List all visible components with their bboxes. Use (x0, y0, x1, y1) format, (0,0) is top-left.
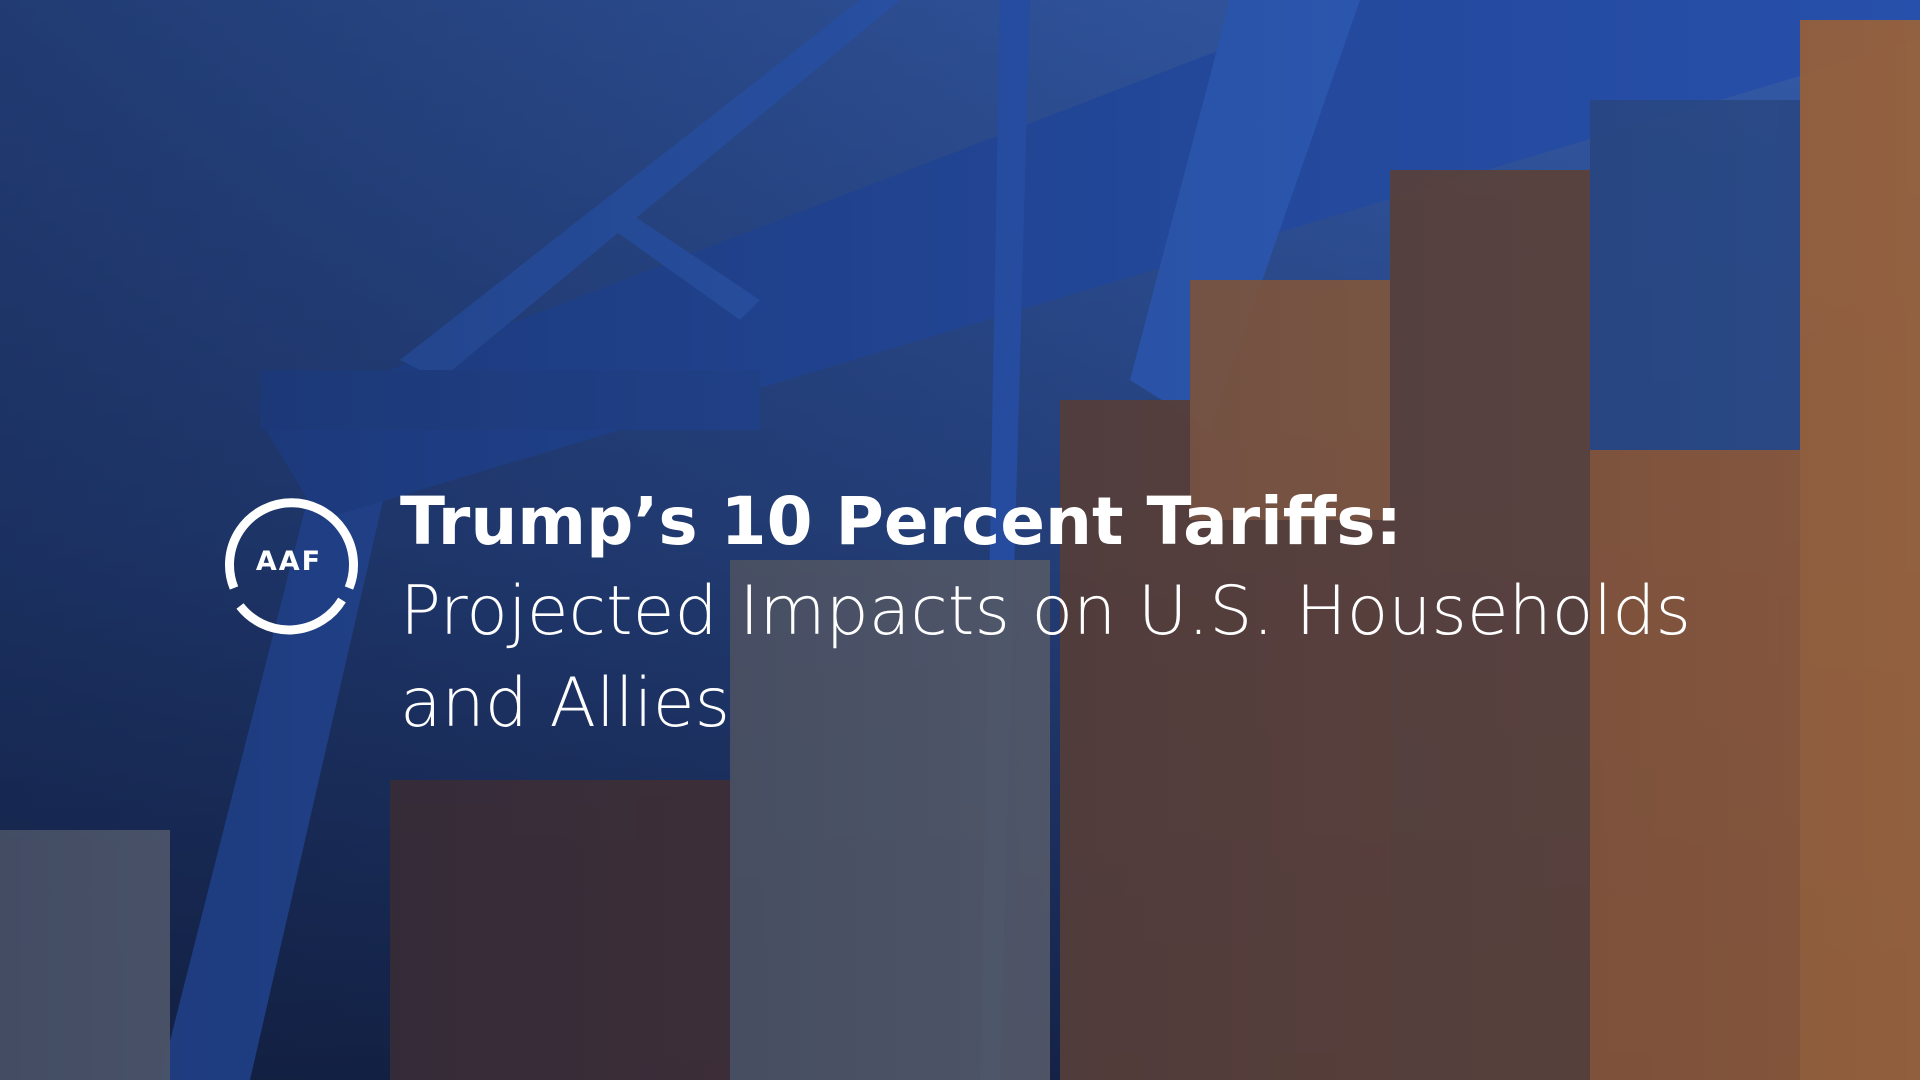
headline-title: Trump’s 10 Percent Tariffs: (400, 483, 1402, 560)
headline-subtitle: Projected Impacts on U.S. Households and… (400, 572, 1691, 743)
logo-text: AAF (255, 546, 323, 577)
logo-ring (225, 498, 358, 635)
